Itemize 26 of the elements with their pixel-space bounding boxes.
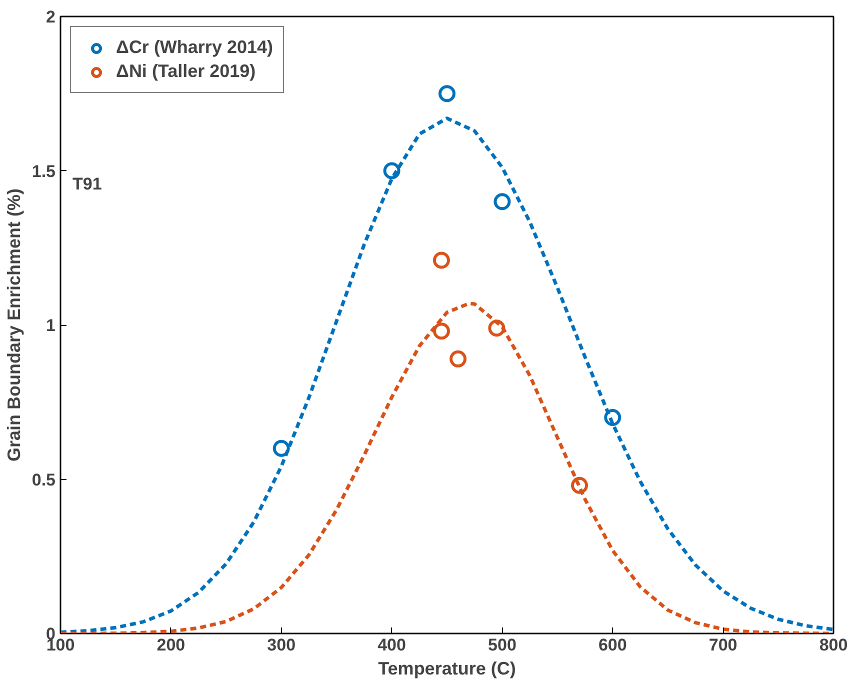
point	[571, 476, 588, 494]
y-tick-label: 0.5	[32, 470, 56, 490]
y-tick-label: 1	[46, 316, 56, 335]
x-tick-label: 700	[708, 636, 738, 654]
point	[438, 85, 456, 102]
point	[604, 409, 622, 426]
y-tick-label: 2	[46, 8, 56, 26]
point	[494, 193, 511, 210]
x-tick-label: 300	[267, 636, 296, 654]
legend-label: ΔCr (Wharry 2014)	[116, 37, 273, 58]
point	[450, 350, 467, 368]
point	[272, 440, 290, 457]
x-tick-label: 500	[488, 636, 516, 654]
point	[383, 162, 400, 180]
legend-label: ΔNi (Taller 2019)	[116, 61, 256, 82]
x-tick-label: 800	[819, 636, 848, 654]
annotation: T91	[72, 174, 102, 194]
point	[432, 322, 450, 340]
y-axis-title: Grain Boundary Enrichment (%)	[4, 188, 24, 462]
x-tick-label: 200	[156, 636, 186, 654]
x-tick-label: 600	[598, 636, 627, 654]
point	[432, 252, 450, 269]
y-tick-label: 1.5	[32, 162, 56, 181]
x-axis-title: Temperature (C)	[378, 658, 516, 678]
x-tick-label: 400	[378, 636, 406, 654]
point	[488, 320, 506, 337]
